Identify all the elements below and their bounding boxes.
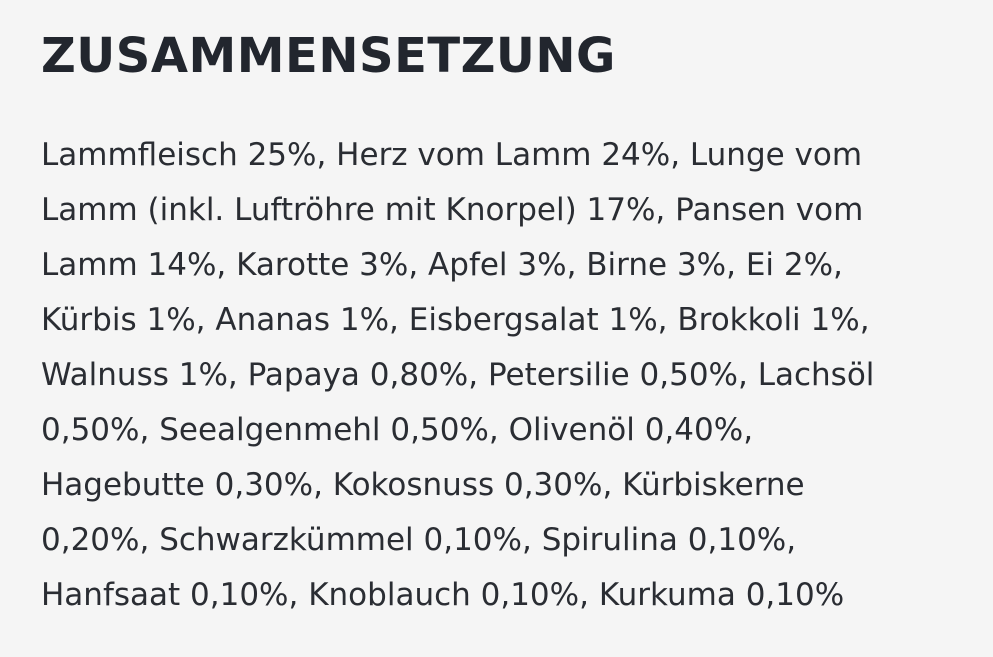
ingredients-line: 0,20%, Schwarzkümmel 0,10%, Spirulina 0,… (41, 522, 797, 558)
ingredients-line: Kürbis 1%, Ananas 1%, Eisbergsalat 1%, B… (41, 302, 870, 338)
ingredients-line: Lammfleisch 25%, Herz vom Lamm 24%, Lung… (41, 137, 863, 173)
ingredients-line: Lamm (inkl. Luftröhre mit Knorpel) 17%, … (41, 192, 864, 228)
ingredients-line: 0,50%, Seealgenmehl 0,50%, Olivenöl 0,40… (41, 412, 754, 448)
section-title: ZUSAMMENSETZUNG (41, 28, 616, 84)
ingredients-line: Walnuss 1%, Papaya 0,80%, Petersilie 0,5… (41, 357, 875, 393)
ingredients-line: Hagebutte 0,30%, Kokosnuss 0,30%, Kürbis… (41, 467, 805, 503)
ingredients-text: Lammfleisch 25%, Herz vom Lamm 24%, Lung… (41, 128, 993, 623)
ingredients-line: Hanfsaat 0,10%, Knoblauch 0,10%, Kurkuma… (41, 577, 845, 613)
ingredients-line: Lamm 14%, Karotte 3%, Apfel 3%, Birne 3%… (41, 247, 843, 283)
